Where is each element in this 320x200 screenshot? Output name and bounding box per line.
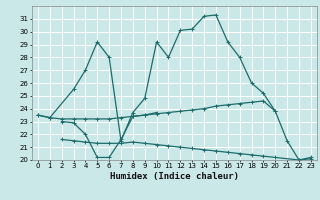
X-axis label: Humidex (Indice chaleur): Humidex (Indice chaleur)	[110, 172, 239, 181]
